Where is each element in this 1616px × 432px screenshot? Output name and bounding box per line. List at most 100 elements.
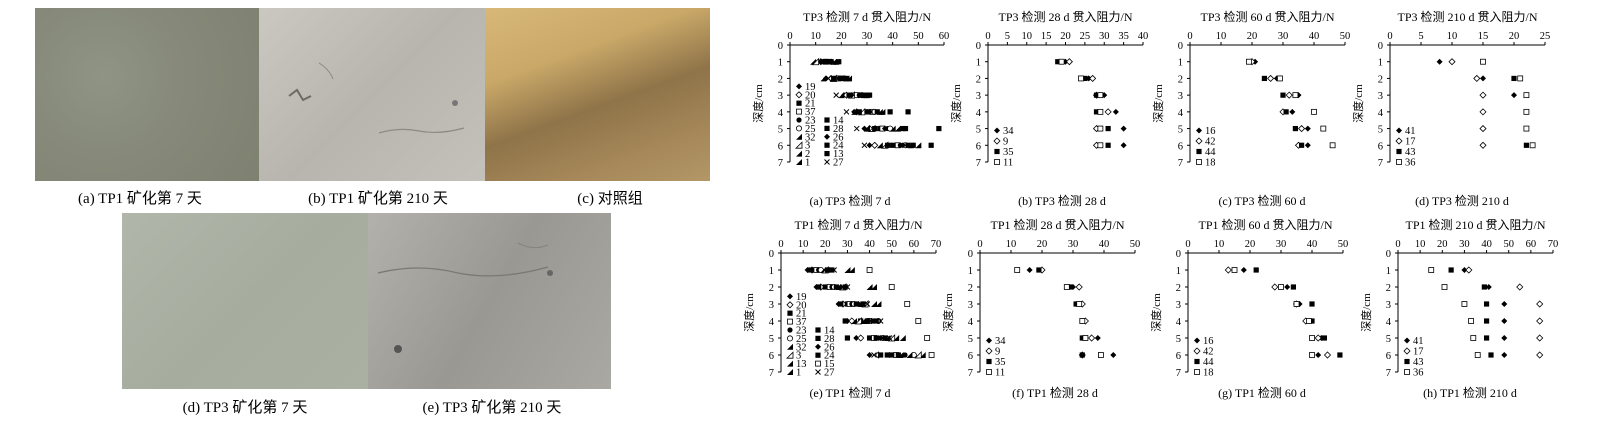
- legend-label: 21: [796, 309, 807, 320]
- x-tick-label: 30: [1068, 239, 1079, 250]
- chart-title: TP1 检测 210 d 贯入阻力/N: [1405, 217, 1545, 232]
- legend-marker: [796, 150, 802, 157]
- data-point: [822, 284, 828, 290]
- legend-label: 36: [1413, 368, 1424, 379]
- legend-label: 25: [805, 124, 816, 135]
- x-tick-label: 40: [864, 239, 875, 250]
- data-point: [1306, 318, 1312, 324]
- x-tick-label: 5: [1005, 31, 1010, 42]
- data-point: [1063, 284, 1070, 290]
- legend-label: 26: [824, 342, 835, 353]
- data-point: [877, 335, 884, 341]
- x-tick-label: 60: [909, 239, 920, 250]
- data-point: [1473, 74, 1481, 82]
- x-tick-label: 10: [1447, 31, 1458, 42]
- legend-marker: [1194, 369, 1200, 375]
- legend-marker: [787, 343, 793, 350]
- y-tick-label: 3: [1386, 300, 1391, 311]
- legend-marker: [1194, 358, 1200, 365]
- legend-marker: [815, 352, 821, 358]
- y-axis-label: 深度/cm: [1359, 293, 1373, 332]
- data-point: [1501, 335, 1508, 341]
- chart-caption: (c) TP3 检测 60 d: [1218, 193, 1305, 208]
- legend-label: 18: [1203, 368, 1214, 379]
- x-tick-label: 40: [1099, 239, 1110, 250]
- x-tick-label: 0: [985, 31, 990, 42]
- data-point: [1097, 142, 1104, 149]
- y-tick-label: 1: [1378, 58, 1383, 69]
- legend-label: 19: [796, 292, 807, 303]
- x-tick-label: 0: [1395, 239, 1400, 250]
- legend-label: 25: [796, 334, 807, 345]
- legend-label: 44: [1205, 147, 1216, 158]
- data-point: [1067, 284, 1073, 290]
- data-point: [1523, 108, 1530, 115]
- y-tick-label: 1: [769, 266, 774, 277]
- data-point: [928, 142, 934, 148]
- data-point: [864, 318, 870, 324]
- data-point: [1283, 109, 1289, 115]
- data-point: [864, 108, 870, 115]
- data-point: [1304, 125, 1311, 132]
- data-point: [1120, 142, 1127, 149]
- x-tick-label: 30: [1459, 239, 1470, 250]
- legend-marker: [985, 347, 993, 355]
- data-point: [871, 352, 877, 358]
- data-point: [864, 301, 871, 307]
- legend-marker: [824, 133, 830, 140]
- x-tick-label: 0: [1185, 239, 1190, 250]
- data-point: [820, 58, 827, 65]
- data-point: [1105, 125, 1111, 132]
- data-point: [868, 318, 875, 324]
- data-point: [887, 109, 893, 115]
- legend-label: 27: [824, 368, 835, 379]
- legend-marker: [824, 159, 830, 165]
- crack-marks: [377, 242, 553, 353]
- legend-label: 3: [805, 141, 810, 152]
- data-point: [895, 352, 901, 358]
- data-point: [828, 59, 834, 65]
- y-tick-label: 7: [1378, 158, 1383, 169]
- legend-marker: [796, 133, 802, 140]
- data-point: [1097, 108, 1104, 115]
- legend-marker: [786, 301, 794, 309]
- data-point: [1098, 352, 1104, 358]
- data-point: [861, 142, 868, 149]
- legend-marker: [795, 141, 803, 149]
- y-tick-label: 5: [1386, 334, 1391, 345]
- legend-marker: [993, 137, 1001, 145]
- data-point: [1436, 58, 1443, 65]
- x-tick-label: 50: [1503, 239, 1514, 250]
- data-point: [1246, 58, 1252, 65]
- y-tick-label: 0: [1378, 41, 1383, 52]
- legend-marker: [824, 142, 830, 148]
- data-point: [1485, 284, 1492, 290]
- data-point: [833, 284, 839, 290]
- data-point: [1523, 92, 1530, 99]
- data-point: [836, 59, 842, 65]
- data-point: [1290, 284, 1296, 290]
- caption-photo-b: (b) TP1 矿化第 210 天: [308, 191, 448, 207]
- x-tick-label: 30: [1099, 31, 1110, 42]
- data-point: [1055, 59, 1061, 65]
- legend-marker: [796, 117, 802, 123]
- y-tick-label: 5: [1178, 125, 1183, 136]
- y-tick-label: 7: [976, 158, 981, 169]
- chart-title: TP1 检测 60 d 贯入阻力/N: [1198, 217, 1332, 232]
- legend-label: 14: [824, 326, 835, 337]
- data-point: [848, 267, 855, 273]
- data-point: [1523, 125, 1530, 132]
- data-point: [860, 301, 866, 307]
- data-point: [1093, 92, 1100, 98]
- legend-marker: [994, 148, 1000, 155]
- legend-label: 44: [1203, 357, 1214, 368]
- data-point: [1271, 283, 1279, 291]
- data-point: [1120, 125, 1127, 132]
- legend-label: 28: [833, 124, 844, 135]
- data-point: [915, 318, 922, 324]
- y-tick-label: 5: [1378, 125, 1383, 136]
- data-point: [1289, 108, 1296, 115]
- legend-label: 15: [824, 359, 835, 370]
- y-tick-label: 2: [1386, 283, 1391, 294]
